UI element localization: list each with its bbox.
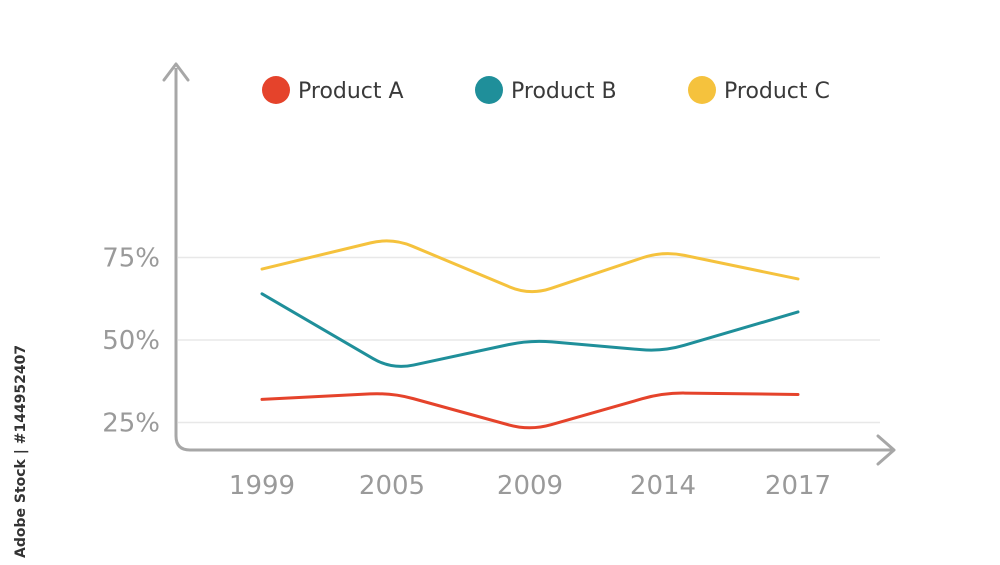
legend-swatch-product-c [688, 76, 716, 104]
legend: Product A Product B Product C [262, 76, 830, 104]
y-axis-arrowhead [162, 62, 190, 82]
legend-label: Product C [724, 79, 830, 104]
y-tick-label: 50% [102, 326, 160, 356]
y-tick-label: 25% [102, 409, 160, 439]
watermark-text: Adobe Stock | #144952407 [13, 345, 29, 558]
x-tick-label: 2005 [359, 471, 425, 501]
legend-swatch-product-b [475, 76, 503, 104]
x-tick-label: 2009 [497, 471, 563, 501]
series-line-product-a [260, 391, 800, 430]
series-line-product-b [260, 292, 800, 368]
y-axis [174, 68, 892, 452]
y-tick-labels: 25% 50% 75% [102, 244, 160, 439]
legend-swatch-product-a [262, 76, 290, 104]
legend-label: Product A [298, 79, 404, 104]
legend-label: Product B [511, 79, 617, 104]
series-lines [260, 239, 800, 430]
gridlines [178, 256, 880, 424]
x-tick-labels: 1999 2005 2009 2014 2017 [229, 471, 831, 501]
x-tick-label: 2017 [765, 471, 831, 501]
x-tick-label: 2014 [630, 471, 696, 501]
x-axis-arrowhead [876, 434, 896, 466]
x-tick-label: 1999 [229, 471, 295, 501]
series-line-product-c [260, 239, 800, 294]
axes [162, 62, 896, 466]
watermark: Adobe Stock | #144952407 [8, 330, 32, 560]
y-tick-label: 75% [102, 244, 160, 274]
